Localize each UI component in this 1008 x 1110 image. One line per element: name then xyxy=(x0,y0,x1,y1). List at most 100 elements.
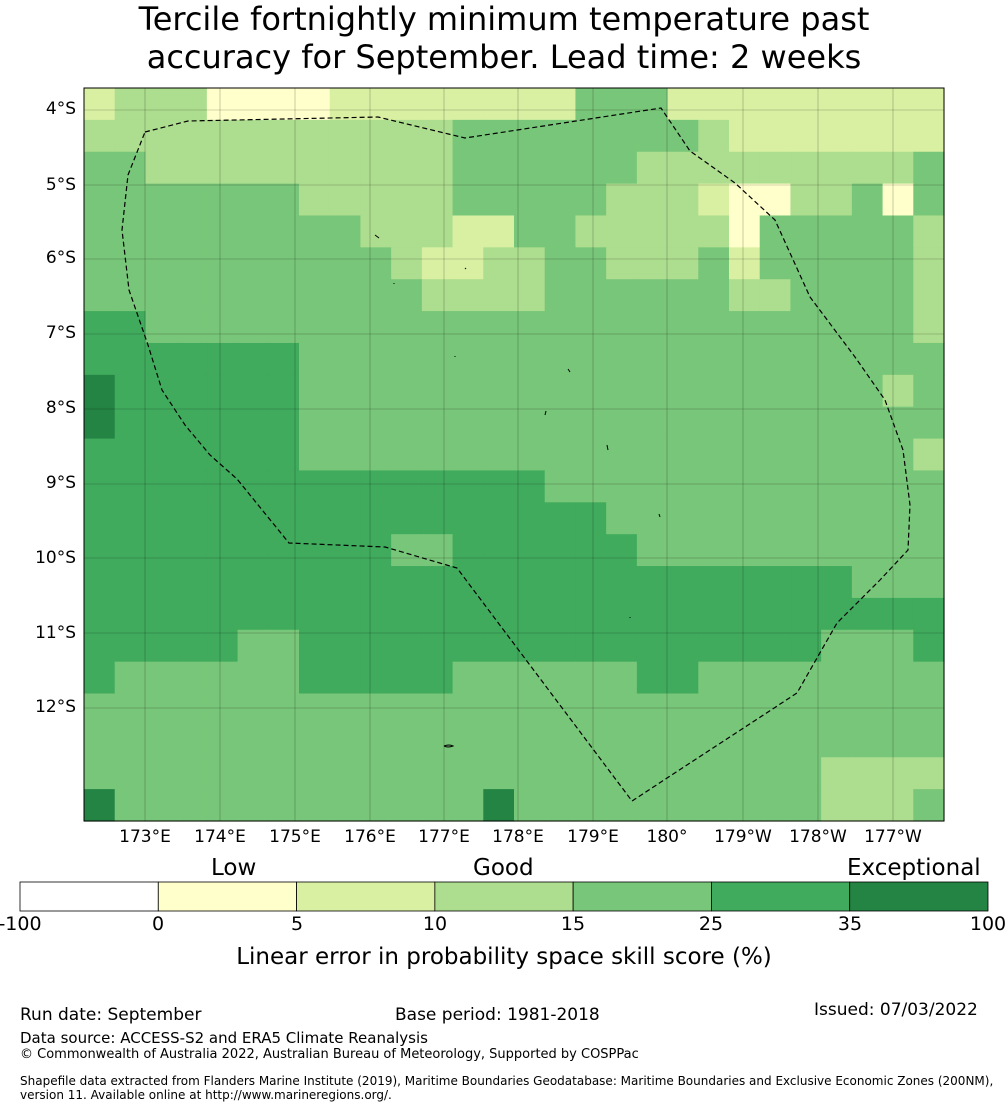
grid-cell xyxy=(667,247,699,280)
grid-cell xyxy=(145,789,177,822)
grid-cell xyxy=(114,406,147,440)
issued-date: Issued: 07/03/2022 xyxy=(814,1000,978,1020)
grid-cell xyxy=(882,438,914,472)
grid-cell xyxy=(483,789,515,822)
grid-cell xyxy=(114,279,147,312)
grid-cell xyxy=(913,629,945,663)
grid-cell xyxy=(821,566,853,599)
grid-cell xyxy=(299,534,331,567)
grid-cell xyxy=(913,725,945,758)
grid-cell xyxy=(145,629,177,663)
grid-cell xyxy=(391,406,423,440)
grid-cell xyxy=(329,279,362,312)
grid-cell xyxy=(84,502,116,535)
grid-cell xyxy=(821,629,853,663)
grid-cell xyxy=(882,693,914,726)
grid-cell xyxy=(606,534,638,567)
grid-cell xyxy=(329,406,362,440)
grid-cell xyxy=(299,151,331,185)
grid-cell xyxy=(729,311,761,344)
lat-label: 4°S xyxy=(45,99,76,119)
grid-cell xyxy=(544,693,577,726)
grid-cell xyxy=(329,311,362,344)
grid-cell xyxy=(421,725,454,758)
grid-cell xyxy=(882,88,914,121)
grid-cell xyxy=(176,183,208,217)
grid-cell xyxy=(206,406,239,440)
grid-cell xyxy=(360,629,392,663)
grid-cell xyxy=(483,215,515,248)
grid-cell xyxy=(698,566,730,599)
grid-cell xyxy=(575,374,607,408)
grid-cell xyxy=(575,88,607,121)
grid-cell xyxy=(667,693,699,726)
grid-cell xyxy=(851,151,884,185)
map-gridlines xyxy=(84,88,944,821)
grid-cell xyxy=(575,247,607,280)
grid-cell xyxy=(421,342,454,376)
grid-cell xyxy=(575,534,607,567)
grid-cell xyxy=(913,597,945,631)
eez-boundary xyxy=(121,107,911,802)
grid-cell xyxy=(821,215,853,248)
grid-cell xyxy=(882,661,914,695)
grid-cell xyxy=(114,566,147,599)
grid-cell xyxy=(667,757,699,790)
grid-cell xyxy=(84,88,116,121)
grid-cell xyxy=(206,374,239,408)
grid-cell xyxy=(698,661,730,695)
colorbar-segment xyxy=(711,881,851,912)
grid-cell xyxy=(329,247,362,280)
grid-cell xyxy=(360,311,392,344)
grid-cell xyxy=(636,279,669,312)
grid-cell xyxy=(452,629,484,663)
grid-cell xyxy=(821,342,853,376)
grid-cell xyxy=(544,629,577,663)
grid-cell xyxy=(821,789,853,822)
grid-cell xyxy=(698,757,730,790)
grid-cell xyxy=(636,374,669,408)
grid-cell xyxy=(790,597,822,631)
grid-cell xyxy=(206,279,239,312)
grid-cell xyxy=(606,279,638,312)
grid-cell xyxy=(176,597,208,631)
grid-cell xyxy=(391,438,423,472)
grid-cell xyxy=(237,374,269,408)
grid-cell xyxy=(206,629,239,663)
grid-cell xyxy=(84,279,116,312)
grid-cell xyxy=(882,597,914,631)
grid-cell xyxy=(299,342,331,376)
grid-cell xyxy=(759,534,792,567)
grid-cell xyxy=(698,470,730,503)
grid-cell xyxy=(299,566,331,599)
grid-cell xyxy=(851,661,884,695)
grid-cell xyxy=(237,438,269,472)
grid-cell xyxy=(84,151,116,185)
grid-cell xyxy=(667,311,699,344)
grid-cell xyxy=(882,279,914,312)
grid-cell xyxy=(821,661,853,695)
grid-cell xyxy=(391,119,423,153)
grid-cell xyxy=(514,661,546,695)
grid-cell xyxy=(391,725,423,758)
grid-cell xyxy=(729,470,761,503)
grid-cell xyxy=(329,693,362,726)
grid-cell xyxy=(452,247,484,280)
grid-cell xyxy=(544,789,577,822)
grid-cell xyxy=(882,119,914,153)
lon-label: 175°E xyxy=(269,827,321,847)
grid-cell xyxy=(237,789,269,822)
grid-cell xyxy=(606,470,638,503)
grid-cell xyxy=(821,374,853,408)
grid-cell xyxy=(391,247,423,280)
grid-cell xyxy=(851,119,884,153)
lat-label: 10°S xyxy=(35,548,76,568)
grid-cell xyxy=(391,661,423,695)
grid-cell xyxy=(84,629,116,663)
grid-cell xyxy=(299,88,331,121)
grid-cell xyxy=(360,183,392,217)
grid-cell xyxy=(790,757,822,790)
grid-cell xyxy=(268,374,300,408)
grid-cell xyxy=(544,183,577,217)
grid-cell xyxy=(575,566,607,599)
